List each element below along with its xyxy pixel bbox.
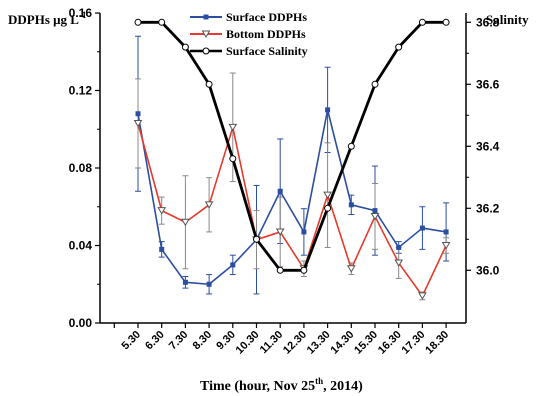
point-surface-salinity [181, 43, 189, 51]
point-surface-salinity [347, 142, 355, 150]
point-surface-ddphs [159, 246, 165, 252]
legend-label-bottom-ddphs: Bottom DDPHs [226, 27, 306, 41]
point-surface-salinity [158, 18, 166, 26]
right-axis-label: Salinity [486, 12, 529, 27]
point-surface-salinity [300, 266, 308, 274]
point-bottom-ddphs [394, 259, 404, 267]
series-line-surface-ddphs [137, 109, 447, 286]
right-tick-label: 36.8 [476, 15, 500, 29]
right-tick-label: 36.0 [476, 263, 500, 277]
point-bottom-ddphs [370, 212, 380, 221]
point-surface-salinity [418, 18, 426, 26]
x-tick-label: 7.30 [167, 329, 191, 353]
point-surface-ddphs [301, 229, 307, 235]
point-surface-ddphs [135, 111, 141, 117]
left-tick-label: 0.04 [69, 239, 93, 253]
point-surface-salinity [276, 266, 284, 274]
point-surface-ddphs [182, 279, 188, 285]
right-tick-label: 36.4 [476, 139, 500, 153]
point-surface-salinity [442, 18, 450, 26]
point-bottom-ddphs [228, 123, 238, 132]
point-surface-ddphs [230, 262, 236, 268]
point-surface-salinity [205, 80, 213, 88]
legend-label-surface-ddphs: Surface DDPHs [226, 10, 307, 24]
x-tick-label: 12.30 [281, 329, 309, 357]
legend-marker-surface-ddphs [203, 14, 209, 20]
right-tick-label: 36.2 [476, 201, 500, 215]
point-bottom-ddphs [323, 191, 332, 200]
x-tick-label: 14.30 [328, 329, 356, 357]
left-axis-label: DDPHs μg L-1 [8, 10, 87, 27]
point-surface-ddphs [277, 188, 283, 194]
point-surface-ddphs [206, 281, 212, 287]
point-surface-ddphs [419, 225, 425, 231]
point-bottom-ddphs [157, 207, 167, 215]
point-bottom-ddphs [346, 265, 356, 273]
legend-label-surface-salinity: Surface Salinity [226, 44, 308, 58]
left-tick-label: 0.16 [69, 6, 93, 20]
point-surface-salinity [324, 204, 332, 212]
series-line-surface-salinity [138, 20, 447, 272]
point-bottom-ddphs [275, 228, 285, 236]
legend-marker-bottom-ddphs [201, 30, 211, 38]
point-surface-ddphs [348, 202, 354, 208]
left-tick-label: 0.00 [69, 316, 93, 330]
x-tick-label: 5.30 [119, 329, 143, 353]
axes-layer: 0.00 0.04 0.08 0.12 0.16 36.0 36.2 36.4 36.6 36.8… [69, 6, 500, 357]
x-tick-label: 13.30 [305, 329, 333, 357]
point-surface-salinity [134, 18, 142, 26]
x-tick-label: 6.30 [143, 329, 167, 353]
point-surface-ddphs [372, 208, 378, 214]
point-bottom-ddphs [133, 119, 143, 128]
x-tick-label: 10.30 [234, 329, 262, 357]
x-tick-label: 11.30 [258, 329, 286, 357]
x-tick-label: 8.30 [191, 329, 215, 353]
point-surface-salinity [371, 80, 379, 88]
point-bottom-ddphs [441, 242, 451, 250]
right-tick-label: 36.6 [476, 77, 500, 91]
x-tick-label: 18.30 [423, 329, 451, 357]
point-surface-salinity [395, 43, 403, 51]
x-axis-label: Time (hour, Nov 25th, 2014) [200, 376, 363, 394]
legend: Surface DDPHs Bottom DDPHs Surface Salin… [190, 10, 308, 58]
x-tick-label: 16.30 [376, 329, 404, 357]
point-bottom-ddphs [418, 292, 427, 300]
point-surface-ddphs [325, 107, 331, 113]
point-bottom-ddphs [204, 201, 214, 209]
x-tick-label: 17.30 [400, 329, 428, 357]
left-tick-label: 0.12 [69, 84, 93, 98]
point-surface-salinity [253, 235, 260, 243]
point-bottom-ddphs [181, 218, 190, 227]
left-tick-label: 0.08 [69, 161, 93, 175]
legend-marker-surface-salinity [202, 47, 210, 55]
point-surface-ddphs [443, 229, 449, 235]
point-surface-salinity [229, 155, 237, 163]
point-surface-ddphs [396, 244, 402, 250]
x-tick-label: 15.30 [352, 329, 380, 357]
series-layer [133, 18, 451, 300]
